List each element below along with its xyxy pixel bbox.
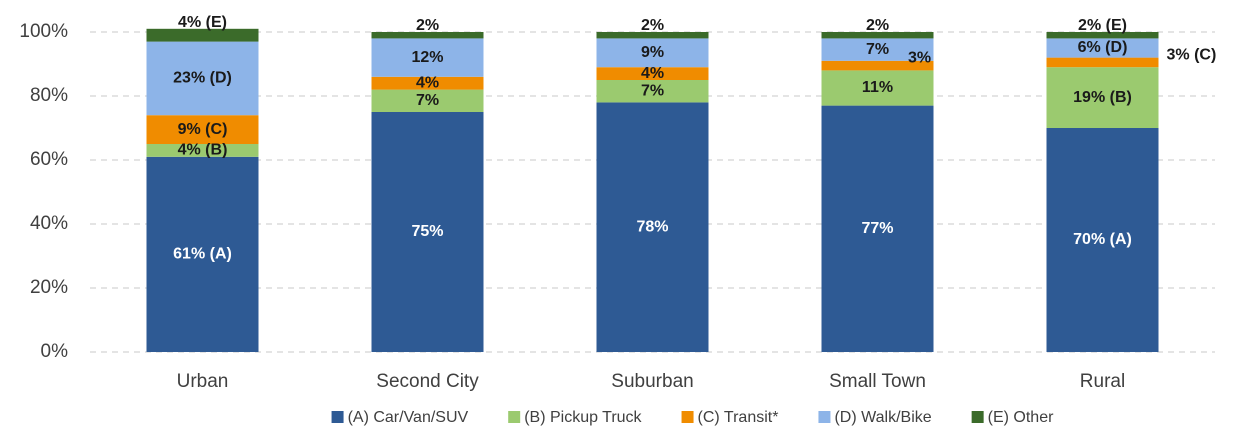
value-label: 2% xyxy=(641,17,664,34)
y-tick-label: 0% xyxy=(41,341,69,362)
bar-segment xyxy=(821,70,934,106)
value-label: 4% xyxy=(641,65,664,82)
y-tick-label: 20% xyxy=(30,277,68,298)
bar-segment xyxy=(1046,128,1159,352)
legend-label: (E) Other xyxy=(988,409,1054,426)
value-label: 6% (D) xyxy=(1078,39,1128,56)
bar-segment xyxy=(821,38,934,61)
value-label: 9% xyxy=(641,44,664,61)
value-label: 3% xyxy=(908,50,931,67)
value-label: 3% (C) xyxy=(1167,46,1217,63)
bar-segment xyxy=(146,156,259,352)
bar-segment xyxy=(821,32,934,39)
value-label: 7% xyxy=(866,41,889,58)
legend-label: (D) Walk/Bike xyxy=(834,409,931,426)
value-label: 61% (A) xyxy=(173,246,232,263)
legend-swatch xyxy=(508,411,521,423)
legend-label: (A) Car/Van/SUV xyxy=(348,409,469,426)
value-label: 4% (E) xyxy=(178,14,227,31)
value-label: 75% xyxy=(411,223,443,240)
bar-segment xyxy=(1046,67,1159,128)
bar-segment xyxy=(371,112,484,352)
y-tick-label: 60% xyxy=(30,149,68,170)
bar-segment xyxy=(146,144,259,157)
value-label: 2% xyxy=(866,17,889,34)
legend-swatch xyxy=(681,411,694,423)
value-label: 12% xyxy=(411,49,443,66)
bar-segment xyxy=(1046,57,1159,68)
value-label: 2% (E) xyxy=(1078,17,1127,34)
legend-swatch xyxy=(971,411,984,423)
bar-segment xyxy=(371,32,484,39)
legend-label: (C) Transit* xyxy=(698,409,779,426)
value-label: 70% (A) xyxy=(1073,231,1132,248)
bar-segment xyxy=(146,115,259,144)
bar-segment xyxy=(821,105,934,352)
bar-segment xyxy=(371,89,484,112)
value-label: 19% (B) xyxy=(1073,89,1132,106)
value-label: 7% xyxy=(416,92,439,109)
value-label: 11% xyxy=(862,79,893,96)
x-tick-label: Suburban xyxy=(611,371,693,392)
value-label: 4% (B) xyxy=(178,142,228,159)
value-label: 23% (D) xyxy=(173,70,232,87)
bar-segment xyxy=(596,67,709,80)
bar-segment xyxy=(596,80,709,103)
value-label: 2% xyxy=(416,17,439,34)
x-tick-label: Urban xyxy=(177,371,229,392)
x-tick-label: Second City xyxy=(376,371,479,392)
y-tick-label: 100% xyxy=(19,21,68,42)
bar-segment xyxy=(821,60,934,71)
bar-segment xyxy=(596,38,709,68)
y-tick-label: 80% xyxy=(30,85,68,106)
bar-segment xyxy=(1046,38,1159,58)
legend-swatch xyxy=(818,411,831,423)
y-tick-label: 40% xyxy=(30,213,68,234)
value-label: 9% (C) xyxy=(178,121,228,138)
bar-segment xyxy=(596,102,709,353)
x-tick-label: Rural xyxy=(1080,371,1125,392)
bar-segment xyxy=(146,41,259,116)
x-tick-label: Small Town xyxy=(829,371,926,392)
bar-segment xyxy=(371,76,484,90)
bar-segment xyxy=(596,32,709,39)
legend-label: (B) Pickup Truck xyxy=(524,409,642,426)
bar-segment xyxy=(1046,32,1159,39)
value-label: 78% xyxy=(636,218,668,235)
value-label: 77% xyxy=(861,220,893,237)
value-label: 7% xyxy=(641,82,664,99)
legend-swatch xyxy=(331,411,344,423)
bar-segment xyxy=(146,28,259,42)
bar-segment xyxy=(371,38,484,77)
value-label: 4% xyxy=(416,74,439,91)
